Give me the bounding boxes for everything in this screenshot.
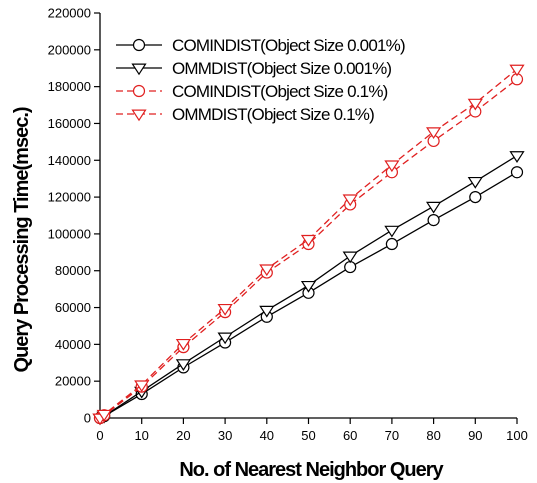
x-axis-ticks: 0 10 20 30 40 50 60 70 80 90 100 xyxy=(96,418,528,443)
y-tick-label: 100000 xyxy=(48,226,91,241)
data-point-triangle xyxy=(131,63,147,76)
x-tick-label: 10 xyxy=(134,428,148,443)
legend-label: OMMDIST(Object Size 0.001%) xyxy=(172,59,391,78)
legend-label: COMINDIST(Object Size 0.001%) xyxy=(172,36,405,55)
legend-label: COMINDIST(Object Size 0.1%) xyxy=(172,82,388,101)
y-tick-label: 200000 xyxy=(48,42,91,57)
data-point-triangle xyxy=(509,151,525,163)
x-tick-label: 70 xyxy=(385,428,399,443)
series-line xyxy=(99,68,518,419)
data-point-triangle xyxy=(384,225,400,238)
x-axis-label: No. of Nearest Neighbor Query xyxy=(179,459,444,481)
x-tick-label: 100 xyxy=(506,428,528,443)
data-point-circle xyxy=(427,214,440,227)
data-point-triangle xyxy=(342,194,358,207)
y-tick-label: 120000 xyxy=(48,190,91,205)
y-axis-ticks: 0 20000 40000 60000 80000 100000 120000 140000 1… xyxy=(48,6,100,426)
legend-entry: COMINDIST(Object Size 0.1%) xyxy=(116,82,388,101)
series-4 xyxy=(92,64,525,426)
data-point-triangle xyxy=(300,280,317,293)
data-point-triangle xyxy=(384,160,400,173)
series-line xyxy=(99,78,518,419)
data-point-triangle xyxy=(425,127,442,140)
y-tick-label: 0 xyxy=(84,411,91,426)
x-tick-label: 20 xyxy=(176,428,190,443)
x-tick-label: 40 xyxy=(260,428,274,443)
legend-entry: COMINDIST(Object Size 0.001%) xyxy=(116,36,406,55)
data-point-circle xyxy=(132,38,146,52)
data-point-triangle xyxy=(342,251,358,264)
y-tick-label: 180000 xyxy=(48,79,91,94)
x-tick-label: 30 xyxy=(218,428,232,443)
chart-legend: COMINDIST(Object Size 0.001%) OMMDIST(Obj… xyxy=(116,36,406,124)
y-tick-label: 140000 xyxy=(48,153,91,168)
series-1 xyxy=(93,166,524,425)
data-point-circle xyxy=(132,84,146,98)
x-tick-label: 80 xyxy=(426,428,440,443)
x-tick-label: 50 xyxy=(301,428,315,443)
legend-entry: OMMDIST(Object Size 0.001%) xyxy=(116,59,392,78)
data-point-triangle xyxy=(425,201,442,214)
chart-series xyxy=(92,64,525,426)
data-point-triangle xyxy=(96,409,112,422)
legend-label: OMMDIST(Object Size 0.1%) xyxy=(172,105,374,124)
data-point-triangle xyxy=(467,98,483,111)
data-point-triangle xyxy=(259,264,275,277)
x-tick-label: 90 xyxy=(468,428,482,443)
data-point-triangle xyxy=(175,359,192,371)
y-tick-label: 160000 xyxy=(48,116,91,131)
series-2 xyxy=(92,151,525,426)
legend-entry: OMMDIST(Object Size 0.1%) xyxy=(116,105,375,124)
series-3 xyxy=(93,73,524,425)
data-point-triangle xyxy=(467,176,483,189)
y-tick-label: 60000 xyxy=(55,300,91,315)
data-point-triangle xyxy=(217,332,233,345)
data-point-triangle xyxy=(134,380,150,393)
data-point-triangle xyxy=(217,303,233,316)
data-point-circle xyxy=(385,237,398,251)
y-tick-label: 220000 xyxy=(48,6,91,21)
y-axis-label: Query Processing Time(msec.) xyxy=(11,107,33,372)
data-point-triangle xyxy=(175,338,192,351)
data-point-triangle xyxy=(259,305,275,318)
series-line xyxy=(99,171,518,419)
y-tick-label: 20000 xyxy=(55,374,91,389)
x-tick-label: 60 xyxy=(343,428,357,443)
x-tick-label: 0 xyxy=(96,428,103,443)
y-tick-label: 40000 xyxy=(55,337,91,352)
y-tick-label: 80000 xyxy=(55,263,91,278)
data-point-circle xyxy=(469,190,482,204)
data-point-triangle xyxy=(300,234,317,247)
data-point-triangle xyxy=(509,64,525,77)
data-point-circle xyxy=(510,166,524,179)
data-point-triangle xyxy=(131,109,147,122)
